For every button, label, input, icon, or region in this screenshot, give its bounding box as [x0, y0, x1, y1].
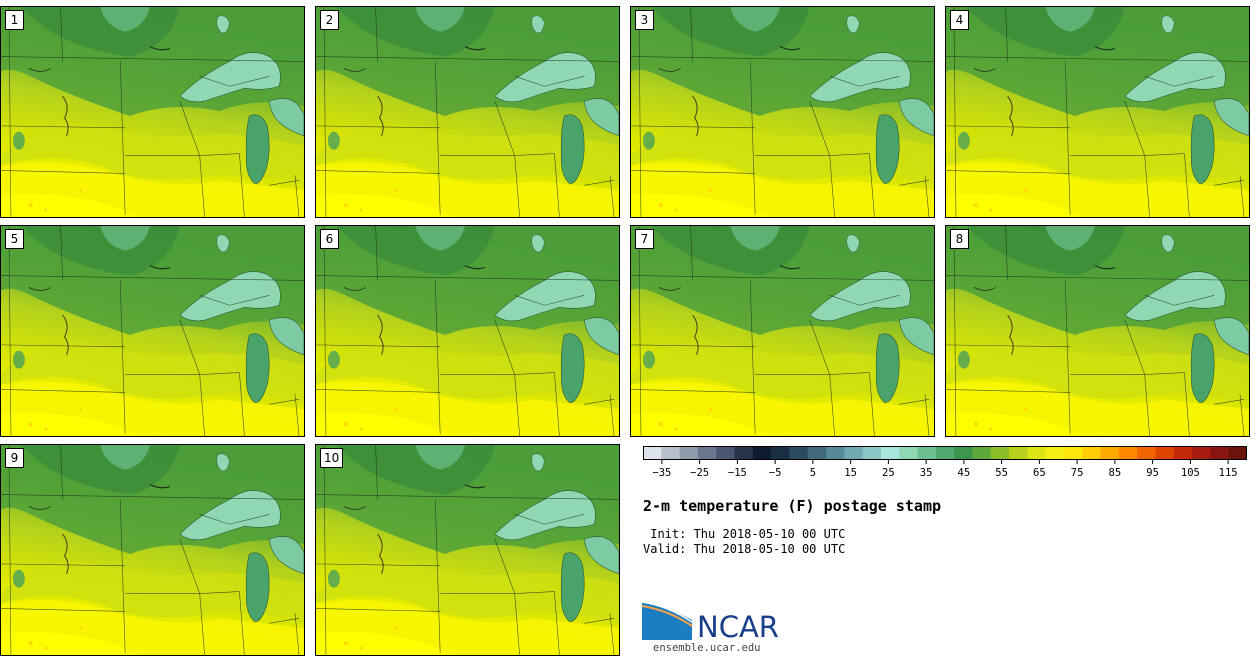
- colorbar-tick-label: 5: [810, 467, 816, 479]
- colorbar-tick-label: 85: [1109, 467, 1122, 479]
- temperature-map: [631, 226, 934, 436]
- colorbar-swatch: [1210, 446, 1230, 460]
- member-number-label: 9: [5, 448, 24, 468]
- colorbar-swatch: [679, 446, 699, 460]
- colorbar-swatch: [826, 446, 845, 460]
- colorbar-swatch: [1228, 446, 1247, 460]
- ensemble-member-panel: 2: [315, 6, 620, 218]
- colorbar-tick-label: 35: [920, 467, 933, 479]
- colorbar-swatch: [716, 446, 736, 460]
- colorbar-tick-label: 15: [844, 467, 857, 479]
- colorbar-tick-label: −25: [690, 467, 709, 479]
- temperature-map: [1, 226, 304, 436]
- colorbar-swatch: [1063, 446, 1083, 460]
- colorbar-tick-label: −35: [652, 467, 671, 479]
- colorbar-swatch: [643, 446, 662, 460]
- colorbar-swatch: [807, 446, 827, 460]
- colorbar-swatch: [771, 446, 790, 460]
- member-number-label: 5: [5, 229, 24, 249]
- ensemble-member-panel: 8: [945, 225, 1250, 437]
- member-number-label: 2: [320, 10, 339, 30]
- colorbar-tick-label: 115: [1219, 467, 1238, 479]
- colorbar-swatch: [734, 446, 754, 460]
- colorbar-swatch: [697, 446, 717, 460]
- temperature-map: [1, 7, 304, 217]
- ncar-logo: [642, 601, 693, 640]
- colorbar-swatch: [1192, 446, 1211, 460]
- ensemble-member-panel: 6: [315, 225, 620, 437]
- temperature-map: [316, 445, 619, 655]
- colorbar-swatch: [1045, 446, 1065, 460]
- colorbar-swatch: [880, 446, 900, 460]
- colorbar-swatch: [1027, 446, 1047, 460]
- colorbar-swatch: [1100, 446, 1120, 460]
- ensemble-member-panel: 4: [945, 6, 1250, 218]
- colorbar-swatch: [1173, 446, 1193, 460]
- colorbar-tick-label: 55: [995, 467, 1008, 479]
- ensemble-member-panel: 7: [630, 225, 935, 437]
- member-number-label: 3: [635, 10, 654, 30]
- temperature-map: [1, 445, 304, 655]
- colorbar-swatch: [844, 446, 864, 460]
- colorbar-frame: [643, 446, 1247, 460]
- temperature-map: [316, 226, 619, 436]
- colorbar-swatch: [1155, 446, 1175, 460]
- colorbar-swatch: [752, 446, 772, 460]
- colorbar-swatch: [661, 446, 681, 460]
- colorbar-swatch: [1082, 446, 1102, 460]
- member-number-label: 4: [950, 10, 969, 30]
- colorbar-tick-label: 45: [958, 467, 971, 479]
- ensemble-member-panel: 1: [0, 6, 305, 218]
- temperature-map: [946, 7, 1249, 217]
- colorbar-tick-label: 25: [882, 467, 895, 479]
- colorbar-swatch: [935, 446, 955, 460]
- temperature-map: [316, 7, 619, 217]
- colorbar-tick-label: −5: [769, 467, 782, 479]
- ensemble-member-panel: 10: [315, 444, 620, 656]
- member-number-label: 1: [5, 10, 24, 30]
- member-number-label: 8: [950, 229, 969, 249]
- colorbar-tick-label: 65: [1033, 467, 1046, 479]
- chart-title: 2-m temperature (F) postage stamp: [643, 497, 942, 515]
- colorbar-tick-label: 75: [1071, 467, 1084, 479]
- colorbar-tick-label: −15: [728, 467, 747, 479]
- colorbar-swatch: [954, 446, 973, 460]
- colorbar-swatch: [789, 446, 809, 460]
- ncar-wordmark: NCAR: [697, 610, 779, 644]
- ensemble-member-panel: 3: [630, 6, 935, 218]
- colorbar-tick-label: 105: [1181, 467, 1200, 479]
- temperature-map: [631, 7, 934, 217]
- temperature-colorbar: −35 −25 −15 −5 5 15 25 35 45 55 65 75 85 95 105 115: [643, 446, 1247, 479]
- colorbar-swatch: [862, 446, 882, 460]
- ensemble-member-panel: 9: [0, 444, 305, 656]
- member-number-label: 7: [635, 229, 654, 249]
- colorbar-swatch: [1009, 446, 1028, 460]
- member-number-label: 6: [320, 229, 339, 249]
- colorbar-swatch: [990, 446, 1010, 460]
- colorbar-swatch: [972, 446, 992, 460]
- colorbar-swatch: [899, 446, 919, 460]
- colorbar-swatch: [1118, 446, 1138, 460]
- init-time: Init: Thu 2018-05-10 00 UTC: [643, 527, 846, 541]
- colorbar-tick-label: 95: [1146, 467, 1159, 479]
- ensemble-member-panel: 5: [0, 225, 305, 437]
- ensemble-url[interactable]: ensemble.ucar.edu: [653, 642, 761, 654]
- colorbar-swatch: [917, 446, 937, 460]
- member-number-label: 10: [320, 448, 344, 468]
- valid-time: Valid: Thu 2018-05-10 00 UTC: [643, 542, 846, 556]
- colorbar-swatch: [1137, 446, 1156, 460]
- temperature-map: [946, 226, 1249, 436]
